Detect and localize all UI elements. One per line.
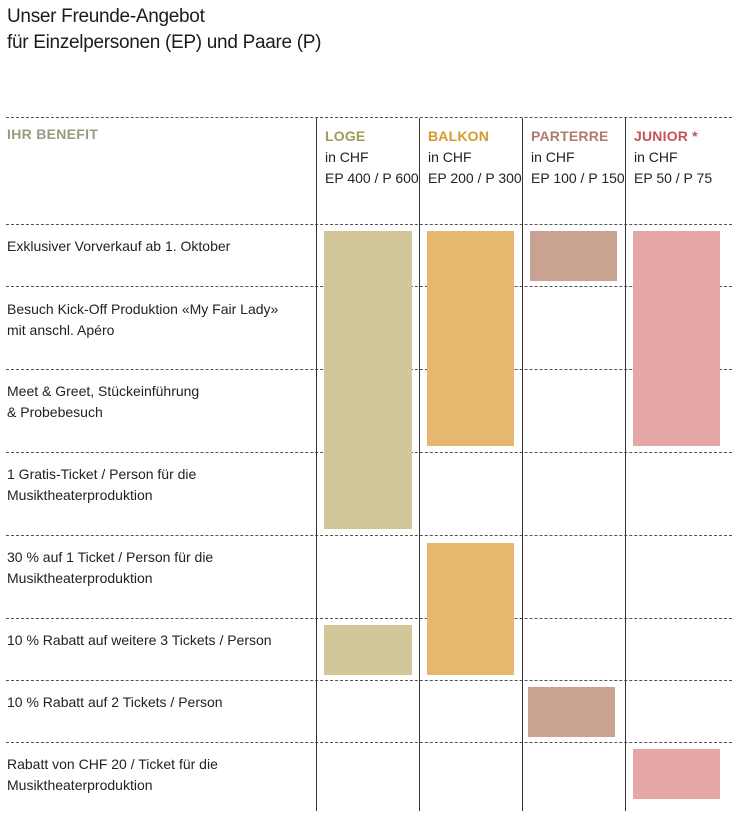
benefit-text: 30 % auf 1 Ticket / Person für die — [7, 549, 214, 565]
tier-name: PARTERRE — [531, 128, 609, 144]
loge-coverage-block — [324, 625, 412, 675]
benefit-text: Exklusiver Vorverkauf ab 1. Oktober — [7, 238, 231, 254]
benefit-row-label: 10 % Rabatt auf 2 Tickets / Person — [7, 692, 307, 713]
benefit-text: 10 % Rabatt auf 2 Tickets / Person — [7, 694, 223, 710]
tier-price: EP 50 / P 75 — [634, 170, 713, 186]
loge-coverage-block — [324, 231, 412, 529]
benefit-text: mit anschl. Apéro — [7, 322, 115, 338]
table-top-rule — [6, 117, 732, 118]
benefit-text: Musiktheaterproduktion — [7, 570, 153, 586]
benefit-row-label: Meet & Greet, Stückeinführung & Probebes… — [7, 381, 307, 423]
benefit-text: Besuch Kick-Off Produktion «My Fair Lady… — [7, 301, 279, 317]
tier-currency: in CHF — [428, 149, 472, 165]
benefit-row-label: 30 % auf 1 Ticket / Person für die Musik… — [7, 547, 307, 589]
column-header-balkon: BALKON in CHF EP 200 / P 300 — [428, 126, 522, 189]
column-divider — [522, 118, 523, 811]
benefit-row-label: 10 % Rabatt auf weitere 3 Tickets / Pers… — [7, 630, 307, 651]
parterre-coverage-block — [530, 231, 617, 281]
row-divider — [6, 535, 732, 536]
tier-price: EP 100 / P 150 — [531, 170, 625, 186]
benefit-text: Musiktheaterproduktion — [7, 487, 153, 503]
balkon-coverage-block — [427, 543, 514, 675]
column-divider — [625, 118, 626, 811]
column-header-junior: JUNIOR * in CHF EP 50 / P 75 — [634, 126, 712, 189]
benefit-row-label: 1 Gratis-Ticket / Person für die Musikth… — [7, 464, 307, 506]
benefit-text: Musiktheaterproduktion — [7, 777, 153, 793]
benefit-text: & Probebesuch — [7, 404, 103, 420]
benefit-text: 1 Gratis-Ticket / Person für die — [7, 466, 197, 482]
benefit-row-label: Exklusiver Vorverkauf ab 1. Oktober — [7, 236, 307, 257]
row-divider — [6, 618, 732, 619]
tier-name: BALKON — [428, 128, 490, 144]
parterre-coverage-block — [528, 687, 615, 737]
benefit-column-header: IHR BENEFIT — [7, 126, 99, 142]
row-divider — [6, 224, 732, 225]
column-divider — [419, 118, 420, 811]
balkon-coverage-block — [427, 231, 514, 446]
tier-price: EP 400 / P 600 — [325, 170, 419, 186]
benefit-text: Rabatt von CHF 20 / Ticket für die — [7, 756, 218, 772]
row-divider — [6, 680, 732, 681]
tier-name: LOGE — [325, 128, 366, 144]
benefit-row-label: Besuch Kick-Off Produktion «My Fair Lady… — [7, 299, 307, 341]
benefit-text: Meet & Greet, Stückeinführung — [7, 383, 200, 399]
benefit-row-label: Rabatt von CHF 20 / Ticket für die Musik… — [7, 754, 307, 796]
tier-currency: in CHF — [531, 149, 575, 165]
benefit-text: 10 % Rabatt auf weitere 3 Tickets / Pers… — [7, 632, 272, 648]
row-divider — [6, 742, 732, 743]
column-header-parterre: PARTERRE in CHF EP 100 / P 150 — [531, 126, 625, 189]
column-header-loge: LOGE in CHF EP 400 / P 600 — [325, 126, 419, 189]
column-divider — [316, 118, 317, 811]
junior-coverage-block — [633, 231, 720, 446]
tier-name: JUNIOR * — [634, 128, 698, 144]
tier-currency: in CHF — [634, 149, 678, 165]
tier-price: EP 200 / P 300 — [428, 170, 522, 186]
junior-coverage-block — [633, 749, 720, 799]
page-subtitle: für Einzelpersonen (EP) und Paare (P) — [7, 32, 322, 53]
page-title: Unser Freunde-Angebot — [7, 6, 205, 27]
tier-currency: in CHF — [325, 149, 369, 165]
